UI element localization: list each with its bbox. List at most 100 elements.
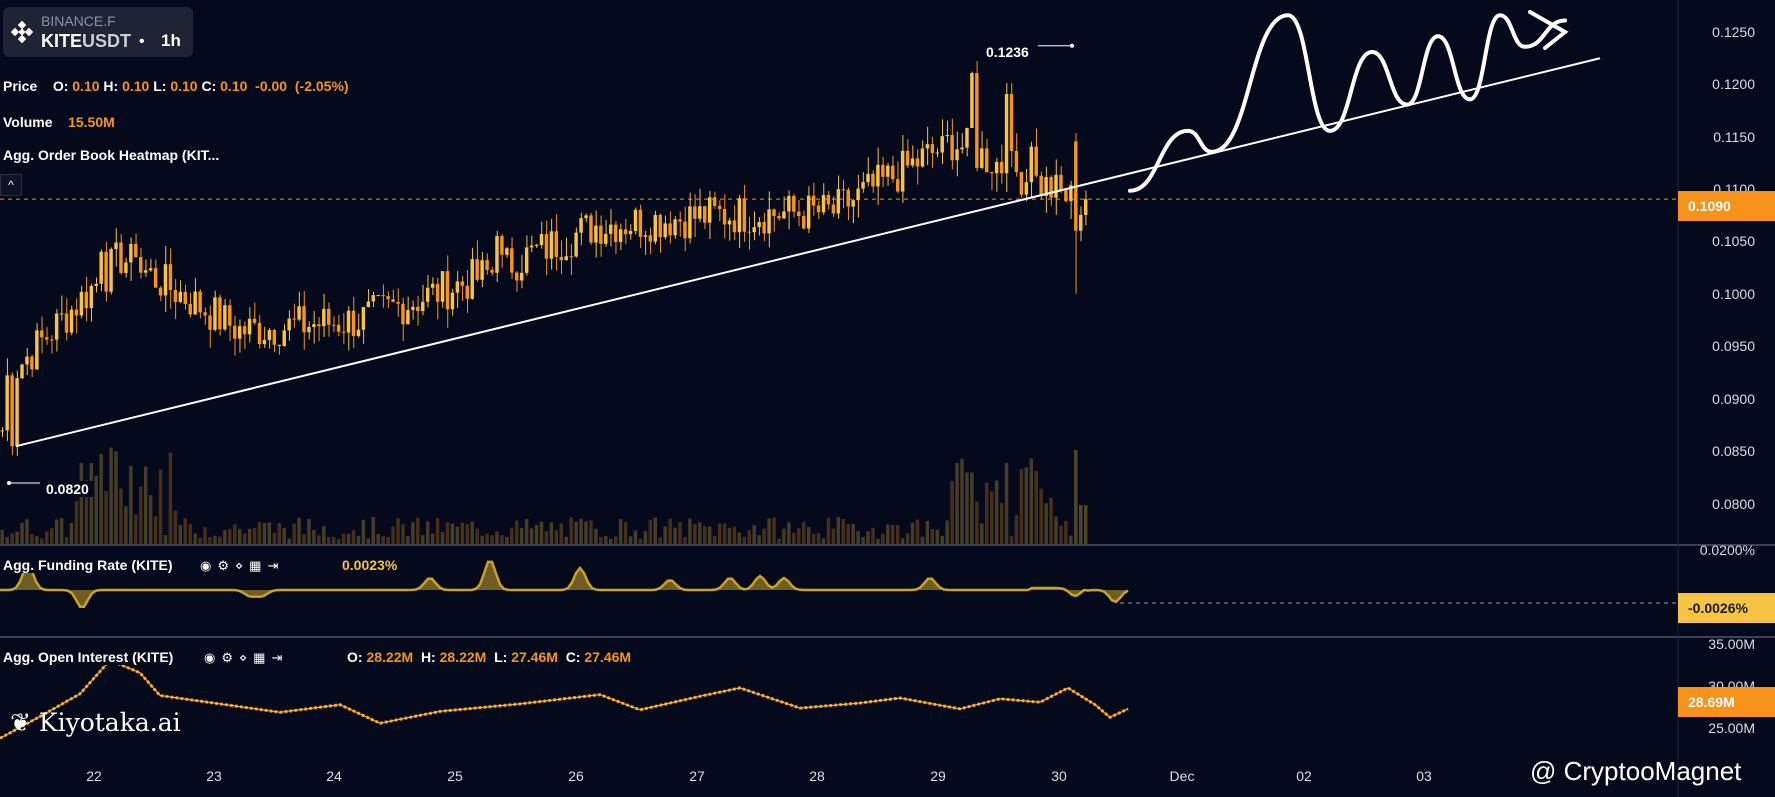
volume-bar: [421, 535, 425, 545]
candle: [861, 182, 865, 189]
exchange-name: BINANCE.F: [41, 13, 116, 29]
candle: [470, 259, 474, 299]
volume-bar: [722, 523, 727, 545]
candle: [856, 188, 860, 201]
volume-bar: [272, 532, 277, 545]
price-tick: 0.0900: [1712, 391, 1755, 407]
open-interest-series: [0, 658, 1129, 740]
volume-bar: [727, 527, 732, 545]
volume-bar: [668, 518, 672, 545]
date-label: 02: [1296, 768, 1312, 784]
funding-current-tag: -0.0026%: [1678, 593, 1775, 623]
funding-legend-icons[interactable]: ◉⚙⋄▦⇥: [200, 558, 284, 574]
volume-bar: [1009, 536, 1014, 545]
volume-bar: [782, 528, 786, 545]
candle: [45, 337, 49, 340]
volume-bar: [74, 501, 79, 545]
candle: [178, 291, 183, 302]
volume-bar: [623, 522, 628, 545]
candle: [831, 204, 836, 214]
low-annotation: 0.0820: [42, 481, 93, 497]
volume-bar: [524, 518, 529, 545]
volume-bar: [633, 530, 638, 545]
grid-icon: ▦: [249, 558, 268, 573]
volume-bar: [168, 452, 173, 545]
volume-bar: [366, 538, 371, 545]
volume-bar: [213, 535, 217, 545]
volume-bar: [1083, 505, 1088, 545]
candle: [143, 270, 148, 273]
candle: [282, 330, 286, 347]
volume-bar: [0, 529, 4, 545]
funding-rate-series: [0, 560, 1129, 609]
volume-bar: [757, 535, 761, 545]
volume-bar: [223, 529, 227, 545]
volume-bar: [658, 537, 662, 545]
candle: [425, 287, 430, 302]
candle: [717, 205, 722, 209]
volume-bar: [599, 536, 603, 545]
candle: [396, 301, 400, 304]
volume-bar: [886, 524, 890, 545]
candle: [124, 262, 128, 273]
candle: [119, 242, 123, 273]
symbol-badge[interactable]: BINANCE.F KITEUSDT • 1h: [3, 7, 193, 57]
date-label: 26: [568, 768, 584, 784]
candle: [643, 235, 648, 237]
candle: [1049, 177, 1053, 198]
volume-bar: [569, 517, 573, 545]
volume-bar: [1014, 515, 1019, 545]
volume-bar: [139, 486, 143, 545]
candle: [1014, 150, 1019, 173]
volume-legend: Volume 15.50M: [3, 114, 115, 130]
volume-bar: [866, 531, 870, 545]
candle: [886, 165, 890, 177]
candle: [989, 172, 994, 174]
date-label: 29: [930, 768, 946, 784]
candle: [99, 251, 103, 284]
candle: [707, 197, 712, 223]
volume-bar: [208, 537, 212, 545]
candle: [960, 147, 964, 150]
volume-bar: [554, 530, 559, 545]
volume-bar: [114, 451, 118, 545]
oi-legend-icons[interactable]: ◉⚙⋄▦⇥: [204, 650, 288, 666]
candle: [628, 230, 633, 235]
volume-bar: [628, 536, 633, 545]
candle: [247, 318, 252, 335]
candle: [242, 326, 247, 335]
candle: [891, 165, 895, 180]
volume-bar: [183, 518, 187, 545]
candle: [841, 189, 845, 191]
candle: [910, 158, 915, 166]
volume-bar: [440, 532, 445, 545]
timeframe[interactable]: 1h: [161, 31, 181, 50]
volume-bar: [25, 519, 29, 545]
candle: [871, 173, 875, 187]
candle: [584, 215, 588, 219]
candle: [237, 326, 242, 339]
volume-bar: [747, 530, 751, 545]
volume-bar: [20, 522, 24, 545]
volume-bar: [15, 531, 19, 545]
candle: [604, 233, 608, 244]
volume-bar: [109, 447, 113, 545]
more-icon: ⇥: [271, 650, 289, 665]
kiyotaka-watermark: ❦ Kiyotaka.ai: [10, 708, 181, 737]
collapse-button[interactable]: ^: [0, 174, 22, 196]
volume-bar: [693, 524, 697, 545]
funding-line: [0, 560, 1129, 609]
volume-bar: [1044, 503, 1048, 545]
volume-bar: [846, 524, 850, 545]
candle: [327, 308, 331, 325]
candle: [589, 215, 593, 243]
trendline: [15, 57, 1601, 448]
candle: [163, 264, 168, 296]
candle: [747, 231, 751, 233]
volume-bar: [54, 519, 59, 545]
candle: [79, 291, 84, 316]
source-icon: ⋄: [235, 558, 250, 573]
candle: [658, 214, 662, 238]
volume-bar: [752, 525, 756, 545]
